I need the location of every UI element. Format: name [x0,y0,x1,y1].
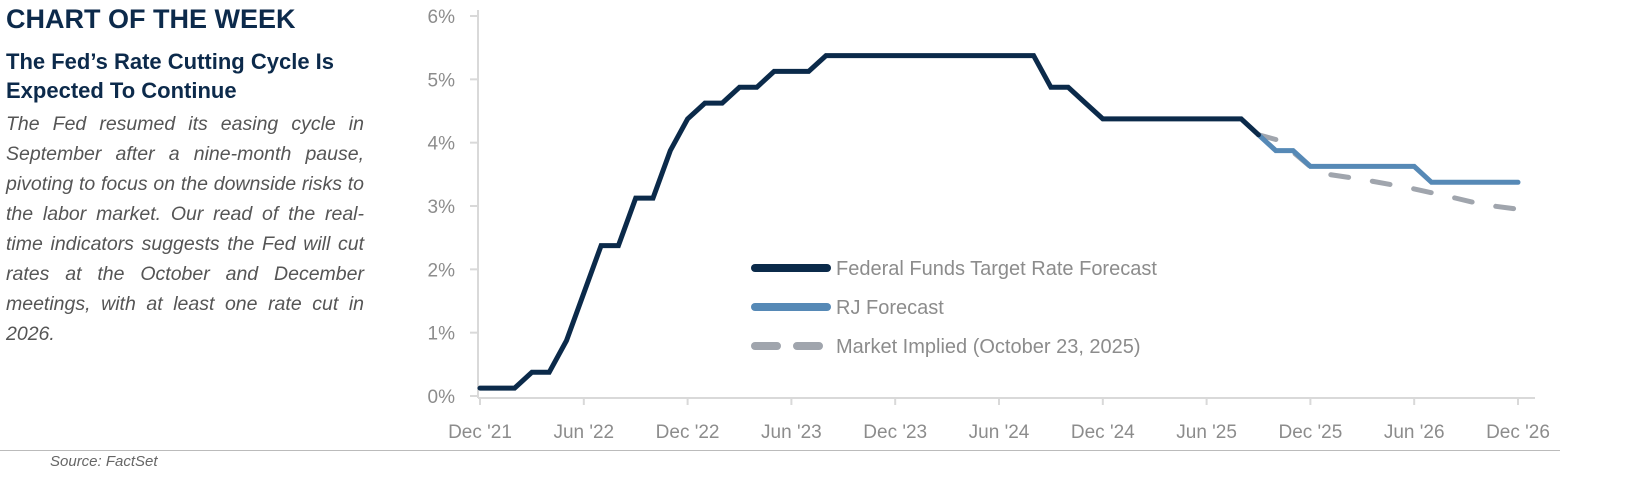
x-tick-label: Dec '21 [448,422,512,443]
page-title: The Fed’s Rate Cutting Cycle Is Expected… [6,49,335,103]
x-tick-label: Jun '22 [553,422,614,443]
series-line-2 [1256,132,1521,212]
x-tick-label: Dec '24 [1071,422,1135,443]
y-tick-label: 0% [428,387,456,408]
y-tick-label: 1% [428,324,456,345]
x-tick-label: Jun '24 [969,422,1030,443]
y-tick-label: 6% [428,7,456,28]
x-tick-label: Jun '25 [1176,422,1237,443]
x-tick-label: Dec '22 [656,422,720,443]
y-tick-label: 3% [428,197,456,218]
x-tick-label: Jun '26 [1384,422,1445,443]
y-tick-label: 4% [428,134,456,155]
legend-label: Market Implied (October 23, 2025) [836,336,1141,358]
series-line-1 [1256,132,1521,185]
y-tick-label: 5% [428,70,456,91]
x-tick-label: Dec '23 [863,422,927,443]
divider [0,450,1560,451]
legend-label: Federal Funds Target Rate Forecast [836,258,1157,280]
description: The Fed resumed its easing cycle in Sept… [6,113,364,345]
x-tick-label: Jun '23 [761,422,822,443]
line-chart: 0% 1% 2% 3% 4% 5% 6% Dec '21 Jun '22 Dec '22 Jun '… [428,7,1550,443]
x-tick-label: Dec '26 [1486,422,1550,443]
legend-label: RJ Forecast [836,297,944,319]
x-tick-label: Dec '25 [1278,422,1342,443]
y-tick-label: 2% [428,260,456,281]
text-panel: CHART OF THE WEEK The Fed’s Rate Cutting… [6,4,364,349]
kicker: CHART OF THE WEEK [6,4,296,34]
series-line-0 [477,53,1261,391]
source-note: Source: FactSet [50,453,158,470]
